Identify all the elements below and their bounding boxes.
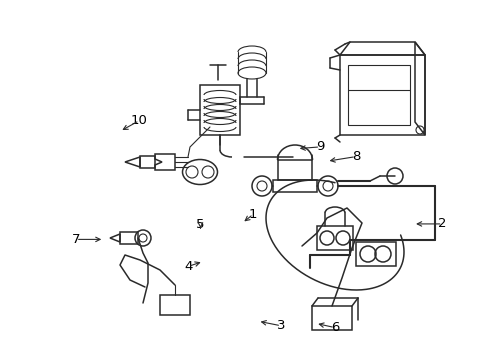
Text: 8: 8 — [351, 150, 360, 163]
Text: 6: 6 — [330, 321, 339, 334]
Polygon shape — [110, 234, 120, 242]
Text: 9: 9 — [315, 140, 324, 153]
Text: 5: 5 — [196, 219, 204, 231]
Text: 10: 10 — [131, 114, 147, 127]
Polygon shape — [125, 157, 140, 167]
Text: 7: 7 — [71, 233, 80, 246]
Text: 1: 1 — [248, 208, 257, 221]
Text: 3: 3 — [276, 319, 285, 332]
Text: 2: 2 — [437, 217, 446, 230]
Text: 4: 4 — [183, 260, 192, 273]
